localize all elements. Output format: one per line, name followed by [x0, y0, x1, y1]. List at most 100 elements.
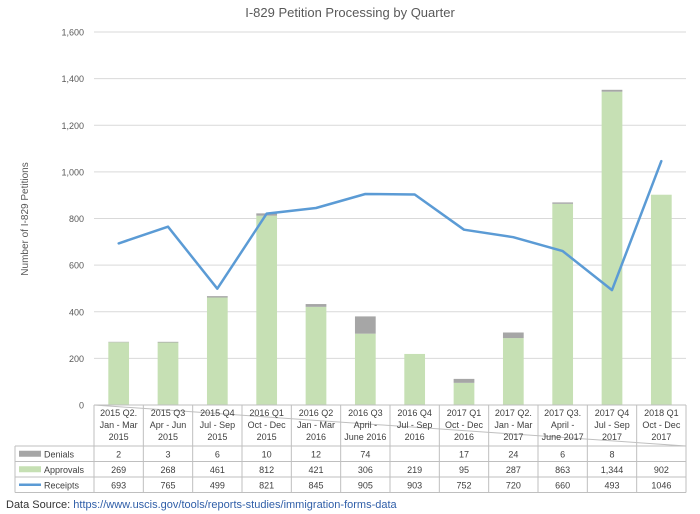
approvals-data-label: 863	[555, 465, 570, 475]
x-category-label: Jul - Sep	[594, 420, 630, 430]
approvals-bar	[256, 215, 278, 405]
denials-bar	[601, 89, 623, 92]
x-category-label: Jul - Sep	[397, 420, 433, 430]
data-source-label: Data Source:	[6, 499, 71, 511]
y-tick-label: 200	[69, 354, 84, 364]
x-category-label: June 2017	[542, 432, 584, 442]
data-source-link[interactable]: https://www.uscis.gov/tools/reports-stud…	[73, 499, 397, 511]
x-category-label: April -	[551, 420, 575, 430]
x-category-label: 2017 Q1	[447, 408, 482, 418]
receipts-data-label: 693	[111, 480, 126, 490]
approvals-bar	[650, 194, 672, 405]
x-category-label: 2016 Q2	[299, 408, 334, 418]
denials-data-label: 24	[508, 449, 518, 459]
x-category-label: Jan - Mar	[297, 420, 335, 430]
approvals-bar	[305, 306, 327, 405]
receipts-legend-label: Receipts	[44, 480, 80, 490]
receipts-line	[117, 159, 663, 292]
denials-data-label: 6	[560, 449, 565, 459]
y-axis-ticks: 0 200 400 600 800 1,000 1,200 1,400 1,600	[61, 28, 84, 411]
approvals-data-label: 219	[407, 465, 422, 475]
approvals-bar	[354, 333, 376, 405]
receipts-data-label: 720	[506, 480, 521, 490]
x-category-label: 2016	[454, 432, 474, 442]
x-category-label: 2018 Q1	[644, 408, 679, 418]
x-category-label: Oct - Dec	[445, 420, 484, 430]
denials-bar	[453, 378, 475, 383]
y-tick-label: 1,200	[61, 121, 84, 131]
denials-data-label: 17	[459, 449, 469, 459]
approvals-bar	[552, 203, 574, 405]
denials-bar	[305, 304, 327, 307]
denials-legend-label: Denials	[44, 449, 75, 459]
y-tick-label: 1,000	[61, 167, 84, 177]
denials-bar	[502, 332, 524, 339]
denials-data-label: 12	[311, 449, 321, 459]
x-category-label: 2016	[306, 432, 326, 442]
receipts-data-label: 1046	[651, 480, 671, 490]
approvals-data-label: 421	[308, 465, 323, 475]
x-category-label: 2015	[109, 432, 129, 442]
x-category-label: 2017 Q2.	[495, 408, 532, 418]
approvals-legend-label: Approvals	[44, 465, 85, 475]
y-tick-label: 800	[69, 214, 84, 224]
x-category-label: 2016	[405, 432, 425, 442]
x-category-label: 2017	[651, 432, 671, 442]
receipts-data-label: 765	[160, 480, 175, 490]
receipts-data-label: 493	[604, 480, 619, 490]
y-tick-label: 0	[79, 401, 84, 411]
approvals-data-label: 461	[210, 465, 225, 475]
approvals-data-label: 95	[459, 465, 469, 475]
approvals-data-label: 287	[506, 465, 521, 475]
approvals-data-label: 306	[358, 465, 373, 475]
approvals-data-label: 269	[111, 465, 126, 475]
receipts-data-label: 845	[308, 480, 323, 490]
approvals-bar	[404, 353, 426, 405]
denials-legend-swatch	[19, 450, 41, 457]
x-category-label: Oct - Dec	[642, 420, 681, 430]
data-table: 2015 Q2. Jan - Mar 2015 2015 Q3 Apr - Jun 201…	[14, 404, 687, 493]
x-category-label: 2015 Q4	[200, 408, 235, 418]
denials-data-label: 74	[360, 449, 370, 459]
x-category-label: June 2016	[344, 432, 386, 442]
denials-data-label: 8	[609, 449, 614, 459]
gridlines	[94, 31, 686, 406]
denials-bar	[157, 341, 179, 343]
x-category-label: 2015 Q3	[151, 408, 186, 418]
x-category-label: 2016 Q1	[249, 408, 284, 418]
receipts-data-label: 905	[358, 480, 373, 490]
x-category-label: 2016 Q3	[348, 408, 383, 418]
approvals-bar	[157, 342, 179, 405]
receipts-data-label: 903	[407, 480, 422, 490]
denials-data-label: 6	[215, 449, 220, 459]
y-tick-label: 1,400	[61, 74, 84, 84]
approvals-legend-swatch	[19, 466, 41, 473]
x-category-label: 2015	[257, 432, 277, 442]
x-category-label: 2016 Q4	[397, 408, 432, 418]
approvals-bar	[453, 382, 475, 405]
x-category-label: 2015	[207, 432, 227, 442]
receipts-data-label: 752	[456, 480, 471, 490]
data-source: Data Source: https://www.uscis.gov/tools…	[6, 499, 397, 511]
bars	[94, 89, 686, 406]
denials-bar	[552, 202, 574, 204]
y-axis-label: Number of I-829 Petitions	[20, 162, 31, 275]
x-category-label: 2015 Q2.	[100, 408, 137, 418]
approvals-data-label: 268	[160, 465, 175, 475]
approvals-bar	[108, 342, 130, 405]
x-category-label: 2017	[503, 432, 523, 442]
x-category-label: Jan - Mar	[494, 420, 532, 430]
x-category-label: 2017 Q3.	[544, 408, 581, 418]
y-tick-label: 1,600	[61, 28, 84, 38]
receipts-data-label: 821	[259, 480, 274, 490]
x-category-label: Oct - Dec	[248, 420, 287, 430]
denials-bar	[206, 296, 228, 298]
x-category-label: Apr - Jun	[150, 420, 187, 430]
x-category-label: Jul - Sep	[200, 420, 236, 430]
denials-data-label: 3	[165, 449, 170, 459]
receipts-data-label: 660	[555, 480, 570, 490]
y-tick-label: 400	[69, 307, 84, 317]
chart-title: I-829 Petition Processing by Quarter	[245, 5, 455, 20]
x-category-label: Jan - Mar	[100, 420, 138, 430]
